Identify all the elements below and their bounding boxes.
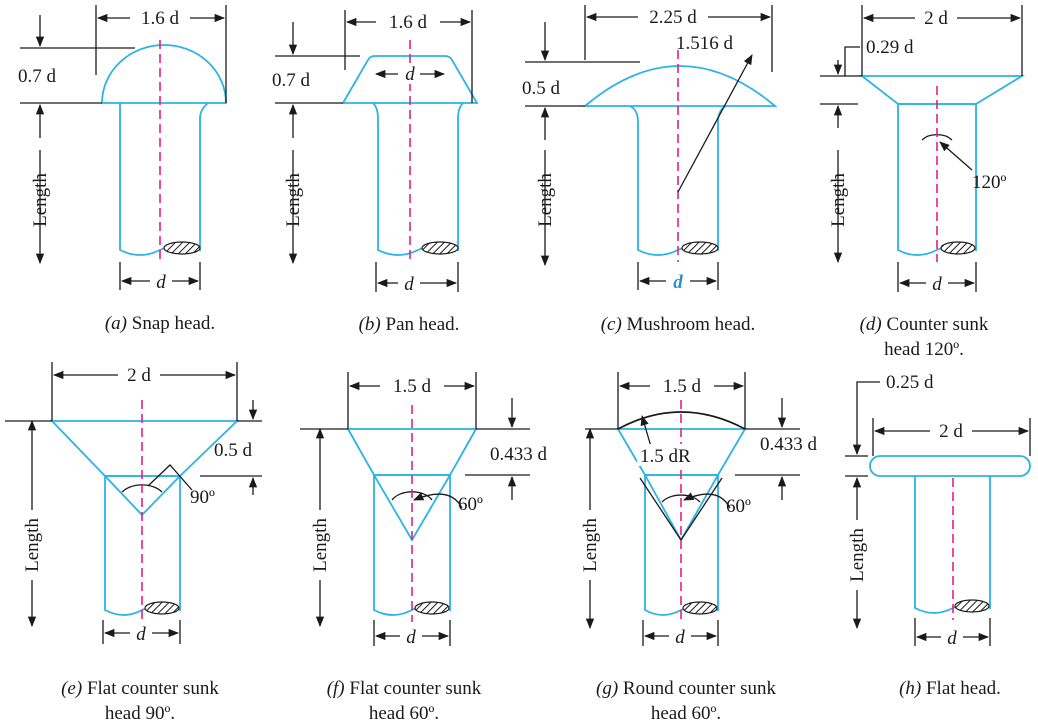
length-label: Length bbox=[580, 518, 601, 572]
head-width-label: 2 d bbox=[924, 8, 948, 29]
countersunk-head-outline bbox=[859, 75, 1026, 105]
shank-label: d bbox=[136, 624, 146, 645]
shank-section bbox=[954, 599, 990, 613]
inner-cone bbox=[104, 475, 181, 517]
shank-section bbox=[414, 601, 450, 615]
rivet-d-countersunk-120: 2 d 0.29 d 120º Length d (d) Counter sun… bbox=[820, 5, 1026, 360]
length-label: Length bbox=[310, 518, 331, 572]
rivet-a-snap-head: 1.6 d 0.7 d Length d (a) Snap head. bbox=[18, 5, 227, 334]
head-width-label: 2.25 d bbox=[649, 7, 697, 28]
length-label: Length bbox=[847, 528, 868, 582]
caption-d-line2: head 120º. bbox=[884, 339, 964, 360]
caption-e: (e) Flat counter sunk bbox=[61, 678, 219, 699]
head-height-label: 0.5 d bbox=[214, 440, 253, 461]
angle-arc bbox=[661, 494, 701, 503]
caption-d: (d) Counter sunk bbox=[860, 314, 989, 335]
flat-head-outline bbox=[869, 455, 1031, 477]
head-height-label: 0.29 d bbox=[866, 37, 914, 58]
length-label: Length bbox=[535, 173, 556, 227]
shank-label: d bbox=[932, 274, 942, 295]
radius-label: 1.5 dR bbox=[640, 446, 691, 467]
length-label: Length bbox=[828, 173, 849, 227]
angle-label: 120º bbox=[972, 172, 1007, 193]
shank-section bbox=[681, 241, 719, 255]
angle-leader bbox=[413, 492, 463, 509]
shank-outline bbox=[372, 102, 464, 256]
head-top-label: d bbox=[405, 64, 415, 85]
caption-c: (c) Mushroom head. bbox=[601, 314, 756, 335]
shank-section bbox=[163, 241, 201, 255]
shank-label: d bbox=[156, 272, 166, 293]
shank-label: d bbox=[404, 274, 414, 295]
caption-f-line2: head 60º. bbox=[369, 703, 439, 724]
head-height-label: 0.25 d bbox=[886, 372, 934, 393]
rivet-c-mushroom-head: 2.25 d 1.516 d 0.5 d Length d (c) Mushro… bbox=[522, 5, 778, 335]
radius-label: 1.516 d bbox=[676, 33, 734, 54]
shank-section bbox=[421, 241, 459, 255]
length-label: Length bbox=[22, 518, 43, 572]
mushroom-head-outline bbox=[582, 65, 778, 107]
head-width-label: 1.6 d bbox=[389, 12, 428, 33]
shank-label: d bbox=[675, 627, 685, 648]
head-width-label: 1.6 d bbox=[141, 8, 180, 29]
shank-section bbox=[940, 241, 976, 255]
rivet-f-flat-countersunk-60: 1.5 d 0.433 d 60º Length d (f) Flat coun… bbox=[300, 372, 548, 724]
round-head-arc bbox=[617, 411, 746, 430]
caption-h: (h) Flat head. bbox=[899, 678, 1001, 699]
caption-g-line2: head 60º. bbox=[651, 703, 721, 724]
shank-outline bbox=[119, 102, 209, 256]
angle-label: 90º bbox=[190, 487, 215, 508]
head-width-label: 1.5 d bbox=[663, 376, 702, 397]
rivet-g-round-countersunk-60: 1.5 d 1.5 dR 0.433 d 60º Length d (g) Ro… bbox=[580, 372, 818, 724]
head-height-label: 0.433 d bbox=[760, 434, 818, 455]
head-width-label: 1.5 d bbox=[393, 376, 432, 397]
angle-leader bbox=[939, 141, 973, 171]
angle-label: 60º bbox=[458, 494, 483, 515]
angle-label: 60º bbox=[726, 496, 751, 517]
pan-head-outline bbox=[341, 55, 479, 104]
rivet-b-pan-head: 1.6 d d 0.7 d Length d (b) Pan head. bbox=[272, 10, 479, 335]
angle-leader bbox=[683, 492, 731, 509]
rivet-e-flat-countersunk-90: 2 d 0.5 d 90º Length d (e) Flat counter … bbox=[5, 362, 262, 724]
countersunk-head-outline bbox=[49, 420, 240, 477]
shank-label: d bbox=[673, 272, 683, 293]
caption-g: (g) Round counter sunk bbox=[596, 678, 776, 699]
shank-label: d bbox=[406, 627, 416, 648]
head-height-label: 0.433 d bbox=[490, 444, 548, 465]
head-height-label: 0.7 d bbox=[272, 70, 311, 91]
length-label: Length bbox=[30, 173, 51, 227]
caption-e-line2: head 90º. bbox=[105, 703, 175, 724]
length-label: Length bbox=[283, 173, 304, 227]
snap-head-outline bbox=[101, 44, 227, 104]
caption-f: (f) Flat counter sunk bbox=[327, 678, 482, 699]
radius-leader bbox=[677, 54, 753, 193]
head-width-label: 2 d bbox=[939, 421, 963, 442]
shank-label: d bbox=[947, 628, 957, 649]
caption-a: (a) Snap head. bbox=[105, 313, 215, 334]
caption-b: (b) Pan head. bbox=[359, 314, 460, 335]
head-height-label: 0.7 d bbox=[18, 66, 57, 87]
shank-section bbox=[682, 601, 718, 615]
shank-section bbox=[144, 601, 180, 615]
rivet-h-flat-head: 2 d 0.25 d Length d (h) Flat head. bbox=[845, 372, 1031, 699]
head-height-label: 0.5 d bbox=[522, 78, 561, 99]
head-width-label: 2 d bbox=[127, 365, 151, 386]
